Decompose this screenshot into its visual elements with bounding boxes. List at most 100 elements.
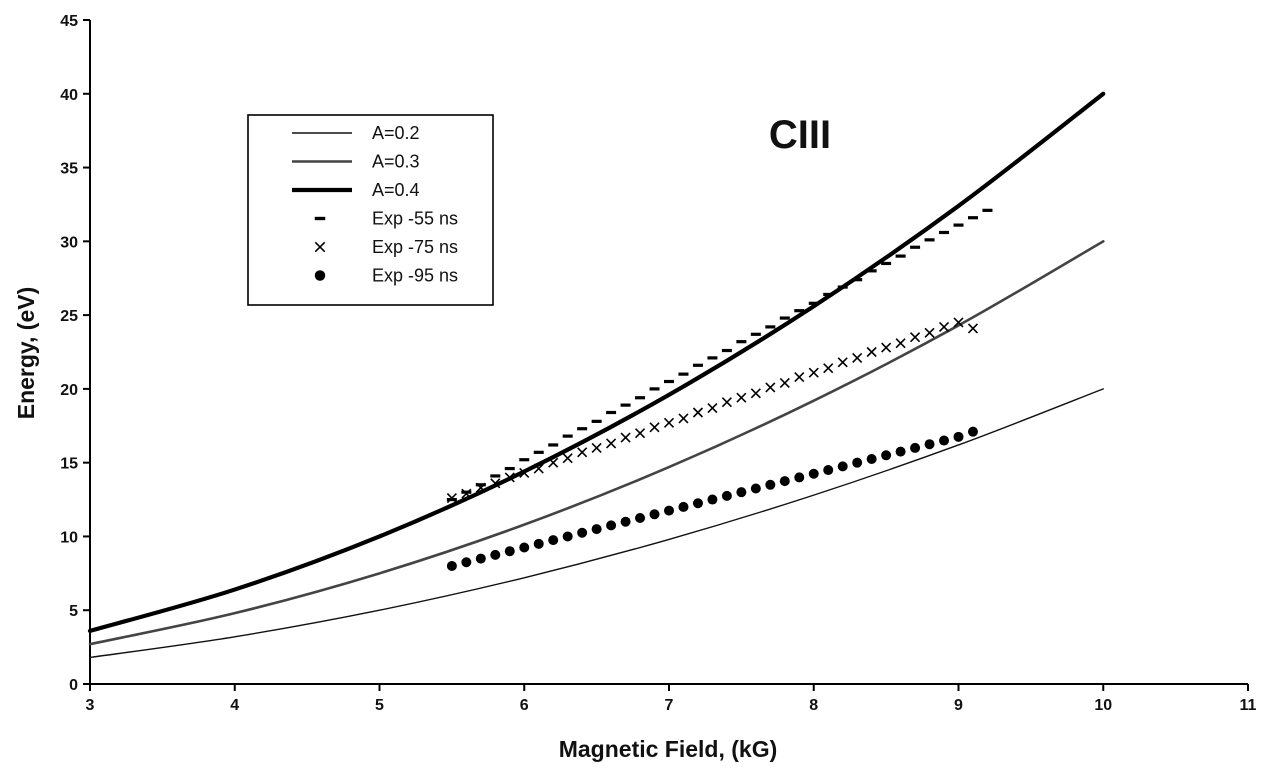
x-marker xyxy=(663,417,675,428)
series-exp-75-ns xyxy=(446,317,979,504)
dot-marker xyxy=(314,270,326,281)
x-marker-stroke xyxy=(620,432,631,443)
dot-marker xyxy=(504,546,515,557)
series-exp-95-ns xyxy=(446,426,978,571)
dot-marker xyxy=(678,501,689,512)
x-marker xyxy=(504,472,515,483)
x-marker-stroke xyxy=(446,493,457,504)
x-marker xyxy=(707,403,718,414)
dot-marker xyxy=(939,435,950,446)
series-a-0-4 xyxy=(87,91,1106,633)
y-tick-label: 15 xyxy=(60,456,78,473)
series-a-0-2 xyxy=(89,388,1104,659)
dot-marker xyxy=(519,542,530,553)
legend-box xyxy=(247,114,494,306)
legend-label: A=0.4 xyxy=(372,180,420,200)
x-marker-stroke xyxy=(692,407,704,418)
x-marker-stroke xyxy=(779,377,790,389)
series-a-0-3 xyxy=(88,240,1105,646)
x-tick-label: 9 xyxy=(954,697,963,714)
dot-marker xyxy=(895,446,906,457)
x-marker xyxy=(649,422,660,433)
x-marker xyxy=(953,317,964,328)
x-marker xyxy=(314,241,326,253)
plot-series xyxy=(87,91,1106,659)
dot-marker xyxy=(533,538,544,549)
legend-label: A=0.2 xyxy=(372,123,420,143)
series-line xyxy=(87,91,1106,633)
series-line xyxy=(89,388,1104,659)
dot-marker xyxy=(461,557,472,568)
x-marker-stroke xyxy=(490,478,501,489)
dot-marker xyxy=(577,527,588,538)
x-marker xyxy=(837,357,848,368)
x-tick-label: 3 xyxy=(86,697,95,714)
x-marker-stroke xyxy=(938,321,950,332)
x-marker xyxy=(750,388,761,399)
x-marker xyxy=(519,467,530,479)
x-marker-stroke xyxy=(606,438,617,449)
x-marker xyxy=(866,346,877,358)
x-tick-label: 7 xyxy=(665,697,674,714)
x-marker xyxy=(490,478,501,489)
x-marker xyxy=(533,463,544,474)
legend-entry: A=0.2 xyxy=(292,123,420,143)
x-marker xyxy=(881,342,892,353)
x-marker-stroke xyxy=(591,442,602,453)
x-marker xyxy=(852,352,863,363)
x-marker xyxy=(577,447,588,458)
dot-marker xyxy=(866,453,877,464)
x-marker xyxy=(562,453,573,464)
x-marker-stroke xyxy=(808,367,819,378)
x-marker xyxy=(924,327,935,338)
x-tick-label: 4 xyxy=(230,697,239,714)
x-tick-label: 6 xyxy=(520,697,529,714)
x-marker-stroke xyxy=(663,417,675,428)
dot-marker xyxy=(794,472,805,483)
legend-label: Exp -95 ns xyxy=(372,266,458,286)
y-tick-label: 25 xyxy=(60,308,78,325)
x-marker-stroke xyxy=(577,447,588,458)
y-tick-label: 10 xyxy=(60,529,78,546)
chart-title: CIII xyxy=(769,113,831,157)
dot-marker xyxy=(924,439,935,450)
x-marker-stroke xyxy=(519,467,530,479)
dot-marker xyxy=(750,483,761,494)
x-marker-stroke xyxy=(707,403,718,414)
x-marker xyxy=(461,488,472,499)
dot-marker xyxy=(475,553,486,564)
x-marker-stroke xyxy=(881,342,892,353)
dot-marker xyxy=(664,505,674,516)
x-marker-stroke xyxy=(634,428,646,439)
dot-marker xyxy=(562,531,573,542)
y-tick-label: 20 xyxy=(60,382,78,399)
x-tick-label: 10 xyxy=(1094,697,1112,714)
x-marker xyxy=(721,397,732,408)
dot-marker xyxy=(953,431,964,442)
x-marker xyxy=(620,432,631,443)
y-axis-title: Energy, (eV) xyxy=(13,287,39,420)
series-line xyxy=(88,240,1105,646)
x-marker xyxy=(910,332,921,343)
dot-marker xyxy=(736,487,747,498)
legend-label: Exp -75 ns xyxy=(372,237,458,257)
dot-marker xyxy=(692,498,703,509)
dot-marker xyxy=(635,513,646,523)
x-marker-stroke xyxy=(475,482,486,493)
x-tick-label: 8 xyxy=(809,697,818,714)
x-marker xyxy=(475,482,486,493)
y-tick-label: 0 xyxy=(69,677,78,694)
x-marker-stroke xyxy=(924,327,935,338)
x-marker-stroke xyxy=(823,363,834,374)
legend-entry: Exp -55 ns xyxy=(314,209,458,229)
x-marker-stroke xyxy=(866,346,877,358)
dot-marker xyxy=(881,450,892,461)
legend-entry: A=0.3 xyxy=(292,152,420,172)
x-marker-stroke xyxy=(504,472,515,483)
x-marker-stroke xyxy=(967,323,979,334)
x-marker-stroke xyxy=(533,463,544,474)
x-marker-stroke xyxy=(895,338,906,349)
dot-marker xyxy=(721,490,732,501)
x-marker xyxy=(895,338,906,349)
x-marker xyxy=(765,382,776,393)
